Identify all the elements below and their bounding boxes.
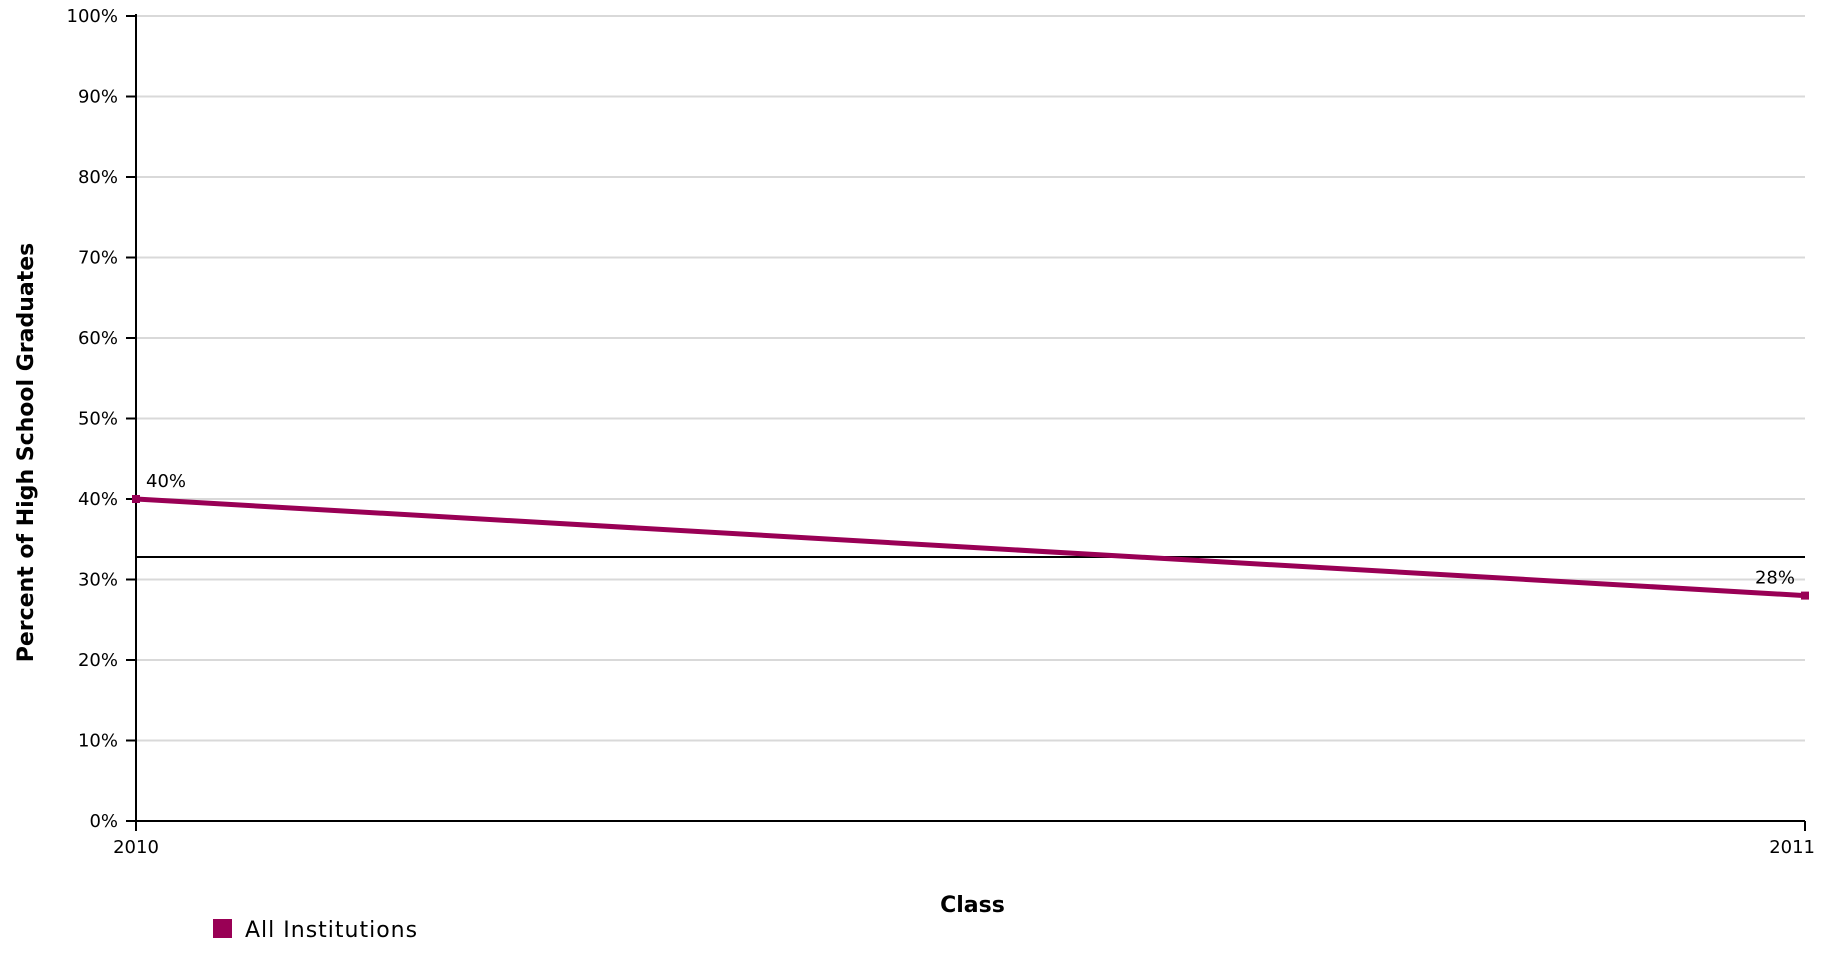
- series-layer: [132, 495, 1809, 600]
- y-tick-label: 50%: [78, 409, 118, 430]
- y-tick-label: 30%: [78, 570, 118, 591]
- y-tick-label: 70%: [78, 248, 118, 269]
- data-label: 28%: [1755, 568, 1795, 589]
- y-tick-label: 20%: [78, 650, 118, 671]
- y-tick-label: 60%: [78, 328, 118, 349]
- y-axis-title: Percent of High School Graduates: [14, 243, 39, 663]
- y-tick-label: 40%: [78, 489, 118, 510]
- grid-lines: [136, 15, 1805, 742]
- y-tick-label: 80%: [78, 167, 118, 188]
- y-tick-labels: 0% 10% 20% 30% 40% 50% 60% 70% 80% 90% 100%: [67, 6, 136, 832]
- data-labels: 40% 28%: [146, 471, 1795, 589]
- legend: All Institutions: [213, 918, 418, 943]
- y-tick-label: 0%: [89, 811, 118, 832]
- y-tick-label: 100%: [67, 6, 118, 27]
- legend-swatch: [213, 919, 232, 938]
- series-line: [135, 496, 1806, 599]
- y-tick-label: 10%: [78, 731, 118, 752]
- x-axis-title: Class: [940, 893, 1005, 918]
- legend-label: All Institutions: [245, 918, 418, 943]
- data-label: 40%: [146, 471, 186, 492]
- data-point: [1801, 591, 1809, 600]
- x-tick-label: 2011: [1769, 837, 1815, 858]
- x-tick-labels: 2010 2011: [113, 821, 1815, 858]
- data-point: [132, 495, 140, 503]
- y-tick-label: 90%: [78, 87, 118, 108]
- x-tick-label: 2010: [113, 837, 159, 858]
